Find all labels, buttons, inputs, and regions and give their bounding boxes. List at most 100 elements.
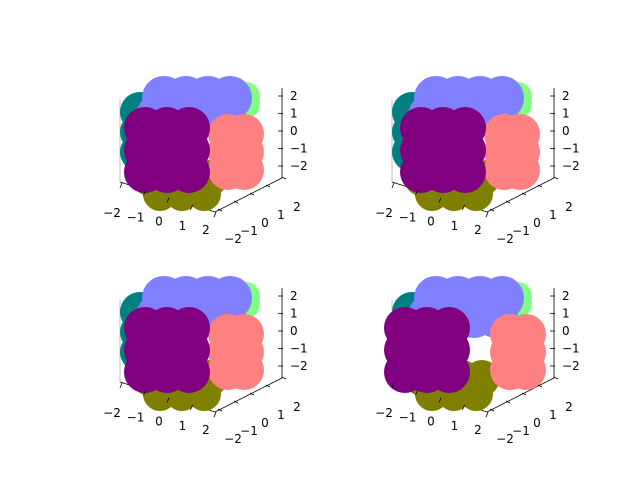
x-tick-mark — [119, 382, 123, 389]
y-tick-mark — [233, 200, 239, 204]
x-tick-mark — [119, 182, 123, 189]
x-tick-mark — [190, 404, 193, 411]
y-tick-label: −2 — [224, 232, 242, 246]
y-tick-label: 1 — [549, 208, 557, 222]
front-face-sphere — [168, 351, 210, 393]
y-tick-label: 0 — [261, 216, 269, 230]
x-tick-label: −2 — [103, 206, 121, 220]
y-axis-line — [486, 377, 555, 413]
z-tick-label: −2 — [290, 359, 308, 373]
x-tick-label: 2 — [202, 423, 210, 437]
bottom-face-sphere — [459, 377, 493, 411]
z-tick-label: 2 — [290, 289, 298, 303]
x-tick-mark — [213, 412, 217, 418]
z-tick-label: −2 — [562, 359, 580, 373]
z-tick-label: −2 — [290, 159, 308, 173]
y-tick-mark — [505, 200, 511, 204]
front-face-sphere — [168, 151, 210, 193]
x-tick-label: 2 — [474, 223, 482, 237]
z-tick-label: 0 — [562, 324, 570, 338]
y-tick-label: 0 — [533, 416, 541, 430]
x-tick-label: 0 — [427, 415, 435, 429]
z-tick-label: −2 — [562, 159, 580, 173]
z-tick-label: 2 — [562, 89, 570, 103]
z-tick-label: 1 — [290, 307, 298, 321]
z-tick-label: −1 — [290, 142, 308, 156]
z-tick-label: −1 — [562, 342, 580, 356]
front-face-sphere — [444, 151, 486, 193]
y-tick-mark — [489, 408, 495, 412]
z-tick-label: 0 — [290, 124, 298, 138]
x-tick-label: 2 — [474, 423, 482, 437]
y-tick-mark — [521, 192, 527, 196]
x-tick-label: −1 — [127, 210, 145, 224]
y-tick-mark — [265, 184, 271, 188]
y-tick-mark — [505, 400, 511, 404]
y-tick-label: 1 — [549, 408, 557, 422]
y-tick-mark — [281, 176, 287, 180]
y-tick-label: −1 — [512, 424, 530, 438]
y-tick-label: −2 — [224, 432, 242, 446]
y-tick-mark — [249, 192, 255, 196]
y-tick-label: 0 — [533, 216, 541, 230]
x-tick-mark — [462, 404, 465, 411]
x-tick-label: 0 — [427, 215, 435, 229]
z-tick-label: 2 — [562, 289, 570, 303]
x-tick-label: 0 — [155, 215, 163, 229]
y-tick-label: 2 — [293, 200, 301, 214]
z-tick-label: 1 — [562, 107, 570, 121]
y-tick-label: 2 — [293, 400, 301, 414]
y-tick-label: −1 — [512, 224, 530, 238]
x-tick-mark — [415, 390, 418, 396]
y-axis-line — [486, 177, 555, 213]
x-tick-mark — [213, 212, 217, 218]
x-tick-mark — [391, 382, 395, 389]
x-tick-label: 1 — [179, 419, 187, 433]
x-tick-mark — [143, 190, 146, 196]
y-tick-label: −1 — [240, 424, 258, 438]
y-tick-mark — [553, 376, 559, 380]
x-tick-mark — [166, 197, 170, 203]
z-tick-label: 0 — [562, 124, 570, 138]
z-tick-label: 1 — [562, 307, 570, 321]
right-face-sphere — [506, 350, 546, 390]
y-tick-mark — [537, 184, 543, 188]
z-tick-label: 1 — [290, 107, 298, 121]
z-tick-label: 2 — [290, 89, 298, 103]
z-tick-label: 0 — [290, 324, 298, 338]
x-tick-mark — [166, 397, 170, 403]
y-tick-mark — [249, 392, 255, 396]
z-tick-label: −1 — [290, 342, 308, 356]
y-tick-label: 1 — [277, 208, 285, 222]
right-face-sphere — [224, 150, 264, 190]
y-tick-label: 0 — [261, 416, 269, 430]
x-tick-mark — [485, 412, 489, 418]
x-tick-label: 1 — [451, 219, 459, 233]
y-tick-mark — [281, 376, 287, 380]
y-tick-label: 2 — [565, 200, 573, 214]
x-tick-label: −2 — [375, 206, 393, 220]
y-tick-mark — [217, 208, 223, 212]
x-tick-mark — [415, 190, 418, 196]
y-tick-label: 2 — [565, 400, 573, 414]
y-tick-label: 1 — [277, 408, 285, 422]
x-tick-label: −1 — [127, 410, 145, 424]
y-tick-label: −1 — [240, 224, 258, 238]
x-tick-label: −2 — [375, 406, 393, 420]
x-tick-mark — [485, 212, 489, 218]
x-tick-label: 2 — [202, 223, 210, 237]
x-tick-label: −1 — [399, 210, 417, 224]
y-axis-line — [214, 377, 283, 413]
x-tick-mark — [438, 397, 442, 403]
x-tick-label: −1 — [399, 410, 417, 424]
y-axis-line — [214, 177, 283, 213]
front-face-sphere — [428, 351, 470, 393]
x-tick-label: 1 — [451, 419, 459, 433]
y-tick-mark — [521, 392, 527, 396]
y-tick-label: −2 — [496, 432, 514, 446]
y-tick-mark — [489, 208, 495, 212]
z-tick-label: −1 — [562, 142, 580, 156]
